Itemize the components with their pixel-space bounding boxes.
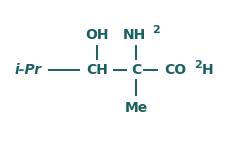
Text: 2: 2 — [152, 25, 160, 35]
Text: NH: NH — [122, 28, 146, 42]
Text: H: H — [202, 63, 214, 77]
Text: CH: CH — [86, 63, 108, 77]
Text: CO: CO — [164, 63, 186, 77]
Text: C: C — [131, 63, 141, 77]
Text: 2: 2 — [194, 60, 202, 70]
Text: OH: OH — [85, 28, 109, 42]
Text: i-Pr: i-Pr — [14, 63, 41, 77]
Text: Me: Me — [124, 101, 148, 115]
